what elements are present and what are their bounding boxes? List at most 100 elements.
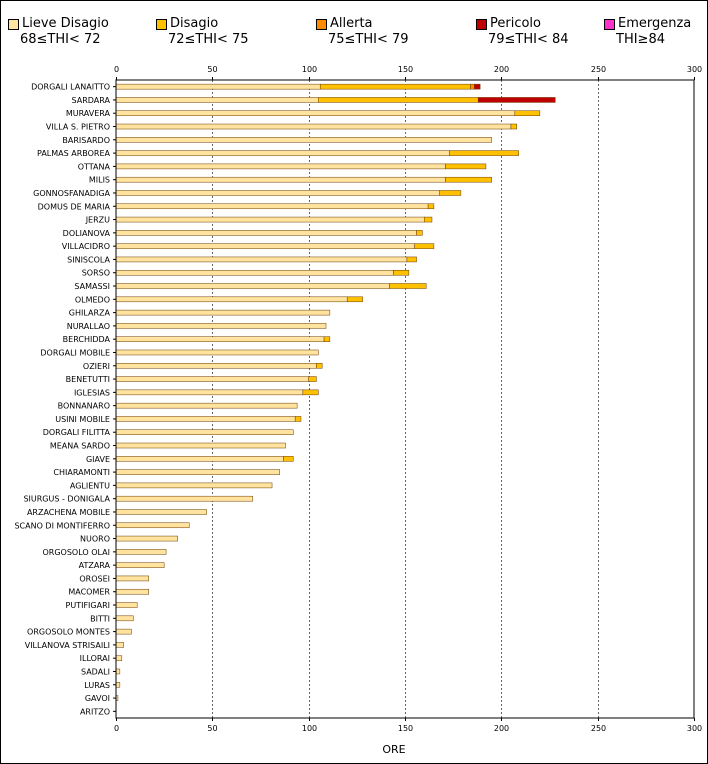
category-label: GONNOSFANADIGA — [33, 189, 110, 198]
category-label: OZIERI — [83, 362, 110, 371]
category-label: GAVOI — [85, 694, 110, 703]
category-label: SCANO DI MONTIFERRO — [14, 521, 110, 530]
bar-segment — [115, 323, 327, 329]
bar-segment — [115, 416, 296, 422]
legend-swatch — [604, 19, 615, 30]
bar-segment — [283, 456, 294, 462]
bar-segment — [449, 150, 519, 156]
bar-segment — [115, 535, 178, 542]
bar-segment — [115, 442, 286, 449]
category-label: DOMUS DE MARIA — [38, 202, 111, 211]
category-label: ORGOSOLO MONTES — [27, 628, 110, 637]
bar-segment — [319, 83, 471, 90]
category-label: NURALLAO — [67, 322, 110, 331]
legend-swatch — [316, 19, 327, 30]
category-label: MACOMER — [68, 588, 110, 597]
category-label: DORGALI LANAITTO — [31, 83, 110, 92]
x-tick-label-top: 50 — [207, 65, 217, 74]
bars — [115, 83, 556, 701]
bar-segment — [115, 522, 190, 529]
legend-label: Lieve Disagio — [22, 16, 109, 31]
bar-segment — [427, 203, 435, 210]
bar-segment — [115, 549, 167, 555]
legend-label: Disagio — [170, 16, 219, 31]
x-tick-label-bottom: 200 — [494, 724, 509, 733]
bar-segment — [514, 110, 541, 116]
category-label: MEANA SARDO — [50, 442, 110, 451]
bar-segment — [406, 256, 417, 263]
bar-segment — [346, 296, 363, 303]
legend-range: 72≤THI< 75 — [168, 32, 249, 47]
bar-segment — [115, 655, 123, 661]
category-label: DOLIANOVA — [63, 229, 111, 238]
x-tick-label-bottom: 250 — [591, 724, 606, 733]
bar-segment — [510, 123, 517, 130]
category-label: DORGALI FILITTA — [43, 428, 111, 437]
bar-segment — [115, 296, 348, 303]
legend-label: Emergenza — [618, 16, 692, 31]
bar-segment — [115, 150, 450, 156]
category-label: AGLIENTU — [70, 481, 110, 490]
category-label: GHILARZA — [69, 309, 111, 318]
category-label: BENETUTTI — [66, 375, 110, 384]
category-label: SARDARA — [72, 96, 111, 105]
category-label: ARITZO — [80, 707, 110, 716]
category-label: VILLANOVA STRISAILI — [25, 641, 110, 650]
legend-swatch — [156, 19, 167, 30]
bar-segment — [416, 230, 423, 236]
x-tick-label-top: 250 — [591, 65, 606, 74]
category-label: USINI MOBILE — [55, 415, 110, 424]
bar-segment — [115, 230, 417, 236]
bar-segment — [115, 283, 390, 289]
bar-segment — [115, 469, 281, 475]
category-label: OTTANA — [78, 162, 111, 171]
category-label: DORGALI MOBILE — [40, 348, 110, 357]
bar-segment — [115, 349, 319, 356]
category-label: SORSO — [82, 269, 110, 278]
category-label: OLMEDO — [75, 295, 110, 304]
bar-segment — [115, 682, 121, 688]
bar-segment — [115, 137, 492, 143]
bar-segment — [115, 363, 317, 369]
x-tick-label-bottom: 300 — [687, 724, 702, 733]
category-label: LURAS — [84, 681, 110, 690]
bar-segment — [302, 389, 319, 396]
category-label: VILLACIDRO — [62, 242, 110, 251]
bar-segment — [115, 190, 440, 196]
bar-segment — [414, 243, 435, 249]
category-label: MILIS — [89, 176, 110, 185]
category-label: IGLESIAS — [74, 388, 110, 397]
category-label: BONNANARO — [58, 402, 110, 411]
bar-segment — [115, 389, 304, 396]
category-label: MURAVERA — [66, 109, 111, 118]
bar-segment — [115, 668, 121, 675]
bar-segment — [323, 336, 331, 342]
x-tick-label-top: 0 — [114, 65, 119, 74]
bar-segment — [115, 123, 512, 130]
x-tick-label-bottom: 150 — [398, 724, 413, 733]
legend-range: 75≤THI< 79 — [328, 32, 409, 47]
bar-segment — [115, 83, 321, 90]
bar-segment — [115, 163, 446, 170]
bar-segment — [424, 216, 433, 223]
x-tick-label-bottom: 100 — [302, 724, 317, 733]
category-label: SIURGUS - DONIGALA — [23, 495, 110, 504]
legend-swatch — [476, 19, 487, 30]
bar-segment — [115, 176, 446, 183]
bar-segment — [115, 216, 425, 223]
category-label: ORGOSOLO OLAI — [42, 548, 110, 557]
category-label: SAMASSI — [74, 282, 110, 291]
bar-segment — [470, 83, 475, 90]
legend-range: 68≤THI< 72 — [20, 32, 101, 47]
x-tick-label-bottom: 0 — [114, 724, 119, 733]
bar-segment — [115, 602, 138, 608]
bar-segment — [115, 97, 319, 103]
category-label: BARISARDO — [62, 136, 110, 145]
bar-segment — [115, 509, 207, 515]
bar-segment — [115, 256, 408, 263]
legend-range: THI≥84 — [616, 32, 665, 47]
bar-segment — [393, 269, 410, 276]
bar-segment — [439, 190, 462, 196]
plot-area-border — [115, 79, 695, 719]
